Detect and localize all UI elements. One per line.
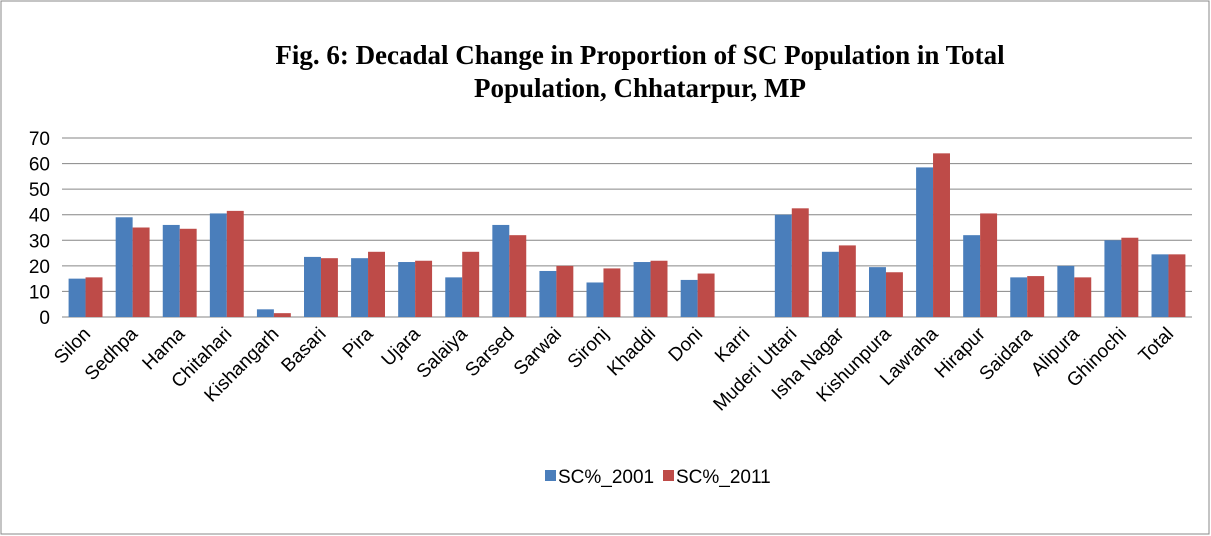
legend-label: SC%_2001 (558, 467, 654, 488)
bar (226, 210, 244, 317)
bar (885, 272, 903, 317)
bar (368, 251, 385, 317)
bar (445, 277, 463, 317)
bar (415, 260, 433, 317)
bar (633, 262, 651, 317)
bar (980, 213, 998, 317)
bar (791, 208, 809, 317)
bar (85, 277, 103, 317)
bar (821, 251, 839, 317)
bar (115, 217, 133, 317)
bar (256, 309, 274, 317)
bar (351, 258, 369, 317)
bar (697, 273, 715, 317)
y-tick-label: 0 (39, 308, 50, 329)
legend-swatch (663, 470, 674, 481)
bar (1168, 254, 1186, 317)
bar (916, 167, 934, 317)
bar (650, 260, 668, 317)
y-tick-label: 70 (29, 129, 50, 150)
bar (1027, 276, 1045, 317)
bar (68, 278, 86, 317)
bar (1104, 240, 1122, 317)
bar (933, 153, 950, 317)
bar (509, 235, 527, 317)
bar (304, 256, 321, 317)
bar (680, 279, 698, 317)
bar (162, 224, 180, 317)
bar (1151, 254, 1169, 317)
bar (869, 267, 886, 317)
bar (603, 268, 621, 317)
y-tick-label: 40 (29, 206, 50, 227)
y-tick-label: 10 (29, 282, 50, 303)
legend-label: SC%_2011 (676, 467, 771, 488)
bar (586, 282, 604, 317)
bar (1010, 277, 1028, 317)
bar (539, 270, 557, 317)
bar (462, 251, 480, 317)
bar (1074, 277, 1092, 317)
bar (1057, 265, 1075, 317)
bar (398, 262, 416, 317)
chart-title: Fig. 6: Decadal Change in Proportion of … (275, 40, 1005, 70)
bar (774, 214, 792, 317)
bar (179, 228, 197, 317)
chart-title: Population, Chhatarpur, MP (474, 73, 806, 103)
bar (209, 213, 227, 317)
y-tick-label: 60 (29, 155, 50, 176)
bar (492, 224, 510, 317)
y-tick-label: 50 (29, 180, 50, 201)
bar (273, 313, 291, 317)
bar (1121, 237, 1139, 317)
legend-swatch (545, 470, 556, 481)
bar (963, 235, 981, 317)
y-tick-label: 20 (29, 257, 50, 278)
bar (838, 245, 856, 317)
bar (132, 227, 150, 317)
bar (556, 265, 574, 317)
bar (320, 258, 338, 317)
y-tick-label: 30 (29, 231, 50, 252)
